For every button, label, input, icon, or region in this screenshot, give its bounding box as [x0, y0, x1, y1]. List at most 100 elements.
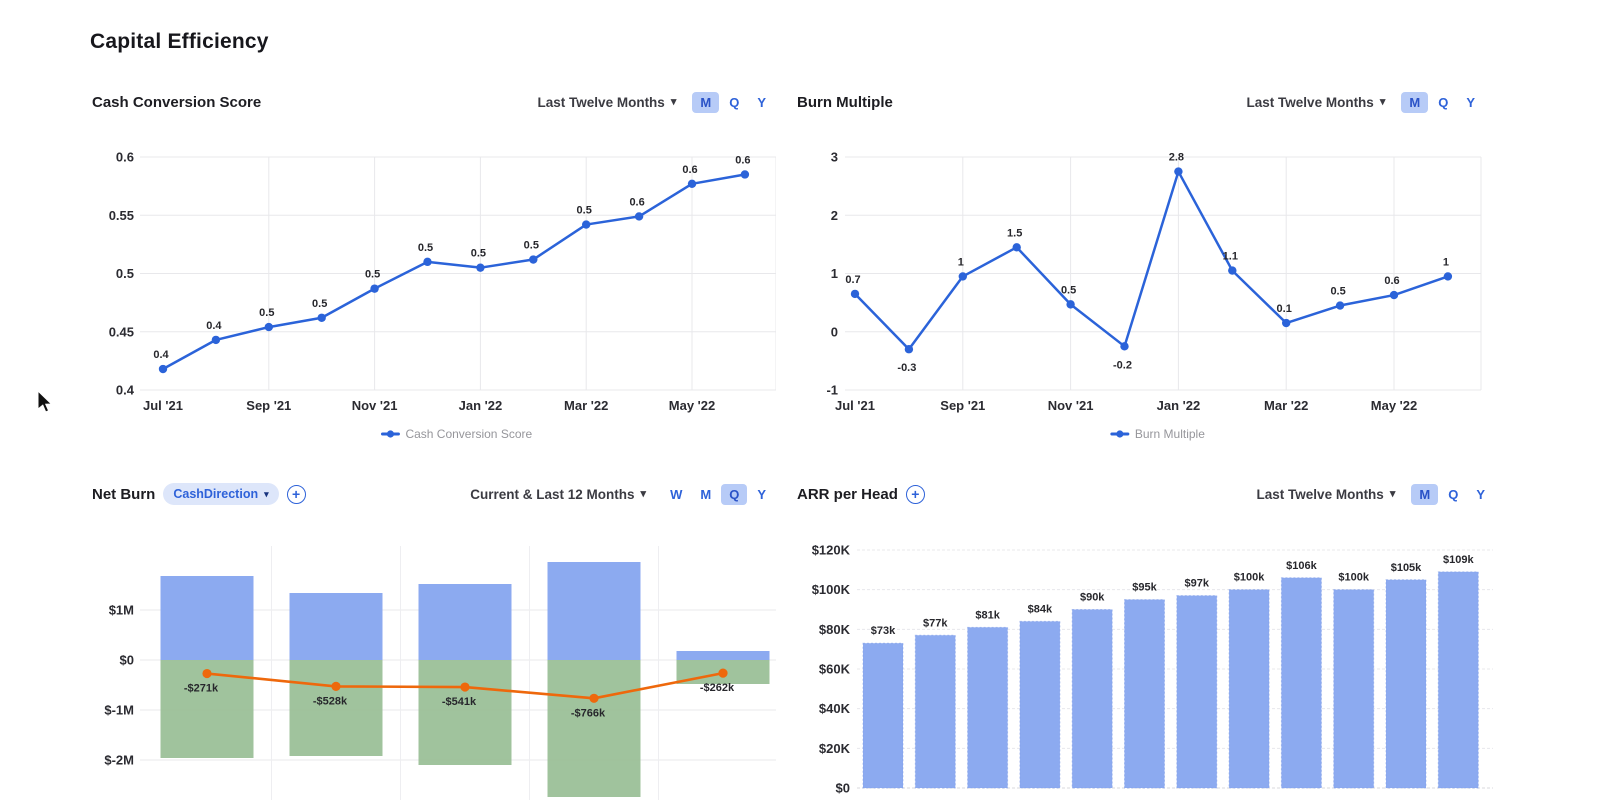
cash-out-bar[interactable] [289, 660, 383, 756]
data-point[interactable] [476, 263, 485, 272]
data-point[interactable] [1228, 266, 1237, 275]
x-axis-tick-label: Jan '22 [1157, 398, 1201, 413]
arr-bar[interactable] [1071, 609, 1113, 789]
period-button-year[interactable]: Y [1476, 486, 1485, 502]
data-point[interactable] [850, 289, 860, 299]
data-point-label: 0.5 [524, 240, 539, 252]
data-point[interactable] [1282, 318, 1291, 328]
arr-bar[interactable] [862, 642, 904, 789]
cash-in-bar[interactable] [160, 576, 254, 660]
date-range-label: Current & Last 12 Months [470, 486, 635, 502]
arr-bar[interactable] [1385, 579, 1427, 789]
plus-circle-icon[interactable] [905, 484, 925, 504]
period-button-year[interactable]: Y [1466, 94, 1475, 110]
data-point-label: 0.4 [153, 349, 169, 361]
date-range-selector[interactable]: Last Twelve Months [538, 95, 677, 110]
date-range-selector[interactable]: Last Twelve Months [1257, 487, 1396, 502]
data-point-label: 0.5 [1330, 286, 1345, 298]
plus-circle-icon[interactable] [286, 484, 306, 504]
trend-line [161, 173, 747, 371]
period-button-week[interactable]: W [670, 486, 683, 502]
y-axis-tick-label: $20K [819, 741, 851, 756]
data-point[interactable] [718, 668, 728, 678]
data-point-label: 0.6 [682, 164, 697, 176]
data-point[interactable] [958, 272, 967, 281]
arr-per-head-chart: $0 $20K $40K $60K $80K $100K $120K $73k $77k $81k… [812, 543, 1493, 796]
cash-in-bar[interactable] [547, 562, 641, 660]
arr-bar[interactable] [1228, 589, 1270, 789]
date-range-label: Last Twelve Months [1246, 94, 1374, 110]
data-point-label: 0.6 [1384, 275, 1399, 287]
arr-bar[interactable] [967, 626, 1009, 789]
data-point[interactable] [1012, 243, 1021, 252]
period-button-quarter[interactable]: Q [721, 483, 748, 505]
x-axis-tick-label: Jul '21 [143, 398, 183, 413]
data-point[interactable] [317, 313, 326, 322]
data-point[interactable] [460, 682, 470, 692]
y-axis-tick-label: $0 [120, 653, 134, 668]
data-point[interactable] [202, 668, 212, 679]
data-point[interactable] [687, 179, 697, 188]
data-point[interactable] [1174, 167, 1183, 176]
mouse-pointer [37, 390, 53, 413]
data-point[interactable] [423, 257, 432, 267]
chart-title: Cash Conversion Score [92, 93, 262, 111]
period-button-quarter[interactable]: Q [729, 94, 740, 110]
data-point[interactable] [634, 212, 644, 221]
legend-label: Cash Conversion Score [405, 427, 532, 441]
period-button-year[interactable]: Y [757, 94, 766, 110]
y-axis-tick-label: $60K [819, 662, 851, 677]
data-point[interactable] [158, 364, 168, 374]
data-point[interactable] [582, 220, 591, 229]
date-range-selector[interactable]: Current & Last 12 Months [470, 487, 646, 502]
cash-in-bar[interactable] [676, 651, 770, 660]
arr-bar[interactable] [1280, 577, 1322, 789]
chevron-down-icon [264, 490, 269, 499]
data-point[interactable] [370, 284, 379, 293]
period-button-quarter[interactable]: Q [1448, 486, 1459, 502]
data-point[interactable] [529, 255, 538, 264]
period-button-month[interactable]: M [1411, 483, 1439, 505]
data-point-label: 1 [1443, 256, 1449, 268]
data-point[interactable] [211, 335, 221, 345]
period-button-month[interactable]: M [692, 91, 720, 113]
arr-bar[interactable] [1437, 571, 1479, 789]
cash-in-bar[interactable] [289, 593, 383, 660]
data-point[interactable] [331, 681, 341, 691]
chart-header: Cash Conversion Score Last Twelve Months… [90, 86, 776, 118]
arr-bar[interactable] [914, 634, 956, 789]
arr-per-head-panel: ARR per Head Last Twelve Months M Q Y $0… [795, 478, 1495, 800]
period-button-year[interactable]: Y [757, 486, 766, 502]
arr-bar[interactable] [1124, 599, 1165, 789]
data-point[interactable] [1066, 300, 1075, 309]
x-axis-tick-label: Sep '21 [940, 398, 985, 413]
cash-direction-filter[interactable]: CashDirection [163, 483, 279, 505]
data-point[interactable] [1389, 290, 1399, 300]
arr-bar[interactable] [1176, 595, 1218, 789]
arr-bar[interactable] [1019, 620, 1061, 789]
cash-in-bar[interactable] [418, 584, 512, 660]
data-point[interactable] [589, 693, 599, 703]
data-point[interactable] [1120, 342, 1129, 351]
data-point[interactable] [1335, 301, 1345, 310]
date-range-selector[interactable]: Last Twelve Months [1247, 95, 1386, 110]
data-point-label: $77k [923, 617, 948, 629]
data-point[interactable] [740, 170, 750, 179]
data-point[interactable] [264, 322, 273, 332]
cash-out-bar[interactable] [547, 660, 641, 797]
chart-header: Burn Multiple Last Twelve Months M Q Y [795, 86, 1485, 118]
period-toggle-group: M Q Y [1401, 91, 1483, 113]
cash-out-bar[interactable] [418, 660, 512, 765]
data-point[interactable] [904, 345, 914, 354]
arr-bar[interactable] [1333, 589, 1375, 789]
data-point-label: 0.7 [845, 274, 860, 286]
period-button-month[interactable]: M [700, 486, 712, 502]
data-point-label: 0.6 [629, 196, 644, 208]
page-title: Capital Efficiency [90, 30, 269, 54]
chevron-down-icon [671, 97, 677, 108]
y-axis-tick-label: $120K [812, 543, 851, 558]
period-button-month[interactable]: M [1401, 91, 1429, 113]
data-point[interactable] [1443, 272, 1453, 281]
y-axis-tick-label: 2 [831, 208, 838, 223]
period-button-quarter[interactable]: Q [1438, 94, 1449, 110]
